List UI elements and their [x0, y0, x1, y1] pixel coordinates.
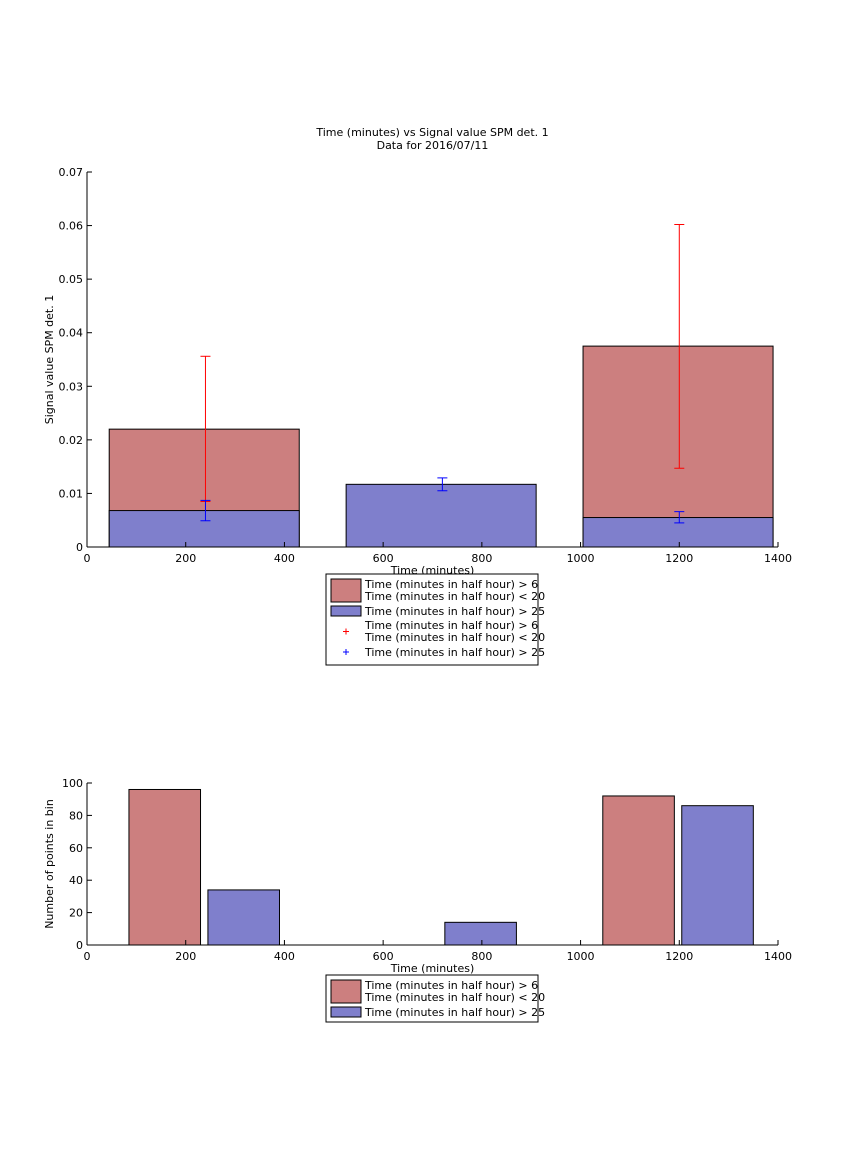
y-tick-label: 0.07 [59, 166, 84, 179]
x-tick-label: 0 [84, 950, 91, 963]
bar [207, 889, 280, 946]
y-tick-label: 0.06 [59, 220, 84, 233]
legend-label-line: Time (minutes in half hour) > 25 [364, 605, 545, 618]
legend-label-line: Time (minutes in half hour) > 6 [364, 619, 538, 632]
signal-chart-legend: Time (minutes in half hour) > 6 Time (min… [325, 573, 545, 666]
legend-label-line: Time (minutes in half hour) > 25 [364, 1006, 545, 1019]
bar [602, 795, 675, 946]
count-chart: 0 200 400 600 800 1000 1200 1400 0 20 40 60 80 100 Tim… [43, 777, 792, 975]
x-tick-label: 400 [274, 950, 295, 963]
x-tick-label: 1000 [567, 950, 595, 963]
x-tick-label: 400 [274, 552, 295, 565]
x-tick-label: 1400 [764, 552, 792, 565]
y-tick-label: 100 [62, 777, 83, 790]
legend-label: Time (minutes in half hour) > 25 [364, 1006, 545, 1019]
x-tick-label: 1200 [665, 950, 693, 963]
bar [108, 510, 300, 548]
y-tick-label: 80 [69, 809, 83, 822]
legend-label-line: Time (minutes in half hour) > 6 [364, 578, 538, 591]
y-tick-label: 0 [76, 541, 83, 554]
y-tick-label: 0.03 [59, 380, 84, 393]
count-chart-legend: Time (minutes in half hour) > 6 Time (min… [325, 974, 545, 1023]
legend-label-line: Time (minutes in half hour) < 20 [364, 991, 545, 1004]
legend-label: Time (minutes in half hour) > 6 Time (min… [364, 578, 545, 603]
y-axis-label: Number of points in bin [43, 799, 56, 929]
chart-subtitle: Data for 2016/07/11 [377, 139, 489, 152]
legend-label: Time (minutes in half hour) > 6 Time (min… [364, 619, 545, 644]
x-axis-label: Time (minutes) [390, 962, 475, 975]
legend-label: Time (minutes in half hour) > 6 Time (min… [364, 979, 545, 1004]
x-tick-label: 1200 [665, 552, 693, 565]
x-tick-label: 600 [373, 950, 394, 963]
y-axis-label: Signal value SPM det. 1 [43, 295, 56, 425]
x-tick-label: 1000 [567, 552, 595, 565]
x-tick-label: 200 [175, 950, 196, 963]
bar [128, 788, 202, 946]
legend-label-line: Time (minutes in half hour) > 6 [364, 979, 538, 992]
bar [444, 921, 517, 946]
legend-label-line: Time (minutes in half hour) < 20 [364, 631, 545, 644]
legend-swatch [330, 1006, 362, 1018]
y-tick-label: 0 [76, 939, 83, 952]
x-tick-label: 200 [175, 552, 196, 565]
y-tick-label: 0.02 [59, 434, 84, 447]
y-tick-label: 0.01 [59, 487, 84, 500]
signal-chart: 0 200 400 600 800 1000 1200 1400 0 0.01 0.02 0.03 0.… [43, 126, 792, 577]
y-tick-label: 60 [69, 842, 83, 855]
legend-label: Time (minutes in half hour) > 25 [364, 605, 545, 618]
legend-label-line: Time (minutes in half hour) > 25 [364, 646, 545, 659]
y-tick-label: 40 [69, 874, 83, 887]
chart-title: Time (minutes) vs Signal value SPM det. … [315, 126, 548, 139]
legend-swatch [330, 578, 362, 603]
bar [582, 517, 774, 548]
y-tick-label: 0.04 [59, 327, 84, 340]
x-tick-label: 600 [373, 552, 394, 565]
bar [681, 805, 754, 946]
x-tick-label: 0 [84, 552, 91, 565]
legend-label-line: Time (minutes in half hour) < 20 [364, 590, 545, 603]
x-tick-label: 800 [471, 552, 492, 565]
legend-swatch [330, 979, 362, 1004]
bar [582, 345, 774, 548]
x-tick-label: 1400 [764, 950, 792, 963]
legend-swatch [330, 605, 362, 617]
legend-label: Time (minutes in half hour) > 25 [364, 646, 545, 659]
x-tick-label: 800 [471, 950, 492, 963]
y-tick-label: 0.05 [59, 273, 84, 286]
bar [345, 483, 537, 548]
y-tick-label: 20 [69, 907, 83, 920]
